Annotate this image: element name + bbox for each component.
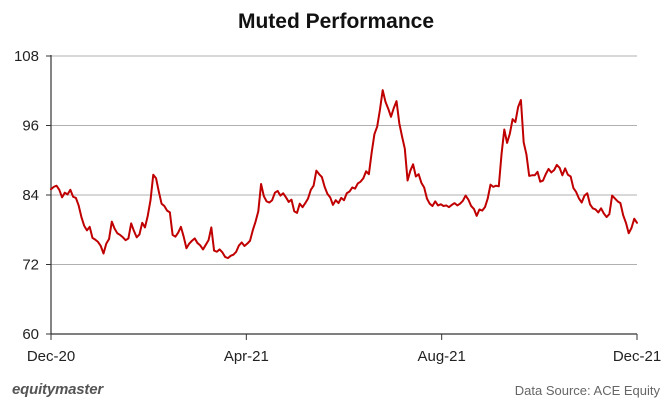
- axes: [46, 55, 638, 340]
- y-tick-label: 96: [22, 118, 39, 135]
- gridlines: [51, 55, 637, 265]
- x-tick-label: Aug-21: [417, 348, 465, 365]
- y-tick-label: 84: [22, 187, 39, 204]
- series-line: [50, 89, 638, 260]
- data-source-note: Data Source: ACE Equity: [514, 383, 660, 398]
- y-tick-label: 60: [22, 326, 39, 343]
- y-tick-label: 108: [14, 48, 39, 65]
- brand-logo: equitymaster: [12, 381, 103, 398]
- x-tick-label: Dec-21: [613, 348, 661, 365]
- x-tick-label: Dec-20: [27, 348, 75, 365]
- series-layer: [50, 89, 638, 260]
- x-tick-label: Apr-21: [224, 348, 269, 365]
- y-axis-ticks: 108 96 84 72 60: [14, 48, 39, 343]
- x-axis-ticks: Dec-20 Apr-21 Aug-21 Dec-21: [27, 348, 661, 365]
- y-tick-label: 72: [22, 257, 39, 274]
- chart-title: Muted Performance: [237, 10, 435, 33]
